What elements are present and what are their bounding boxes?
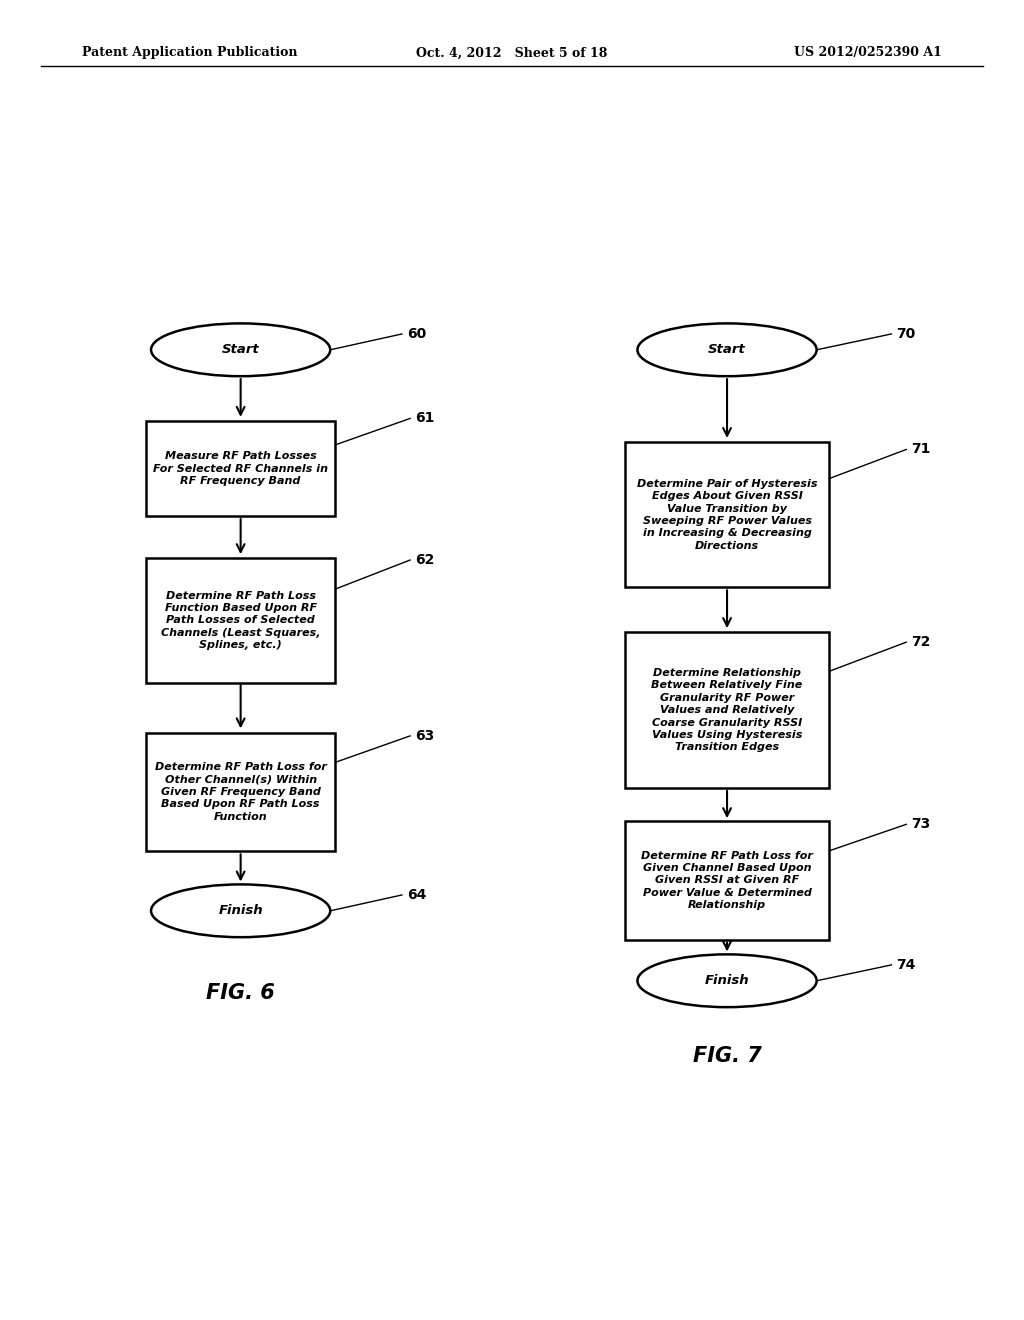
Text: Start: Start bbox=[222, 343, 259, 356]
Ellipse shape bbox=[637, 954, 817, 1007]
Text: 74: 74 bbox=[897, 958, 915, 972]
Text: Finish: Finish bbox=[218, 904, 263, 917]
Text: 70: 70 bbox=[897, 327, 915, 341]
Text: 71: 71 bbox=[911, 442, 931, 457]
FancyBboxPatch shape bbox=[625, 821, 829, 940]
Text: Finish: Finish bbox=[705, 974, 750, 987]
Text: FIG. 7: FIG. 7 bbox=[692, 1045, 762, 1067]
FancyBboxPatch shape bbox=[145, 733, 336, 851]
Text: Determine RF Path Loss for
Other Channel(s) Within
Given RF Frequency Band
Based: Determine RF Path Loss for Other Channel… bbox=[155, 762, 327, 822]
Text: FIG. 6: FIG. 6 bbox=[206, 982, 275, 1003]
Text: Determine Relationship
Between Relatively Fine
Granularity RF Power
Values and R: Determine Relationship Between Relativel… bbox=[651, 668, 803, 752]
Text: Patent Application Publication: Patent Application Publication bbox=[82, 46, 297, 59]
Text: Determine Pair of Hysteresis
Edges About Given RSSI
Value Transition by
Sweeping: Determine Pair of Hysteresis Edges About… bbox=[637, 479, 817, 550]
Ellipse shape bbox=[151, 323, 330, 376]
Text: 61: 61 bbox=[416, 412, 434, 425]
Text: Measure RF Path Losses
For Selected RF Channels in
RF Frequency Band: Measure RF Path Losses For Selected RF C… bbox=[154, 451, 328, 486]
Ellipse shape bbox=[637, 323, 817, 376]
Text: Determine RF Path Loss
Function Based Upon RF
Path Losses of Selected
Channels (: Determine RF Path Loss Function Based Up… bbox=[161, 590, 321, 651]
Text: US 2012/0252390 A1: US 2012/0252390 A1 bbox=[795, 46, 942, 59]
Text: 64: 64 bbox=[407, 888, 426, 902]
Text: 60: 60 bbox=[407, 327, 426, 341]
Text: Determine RF Path Loss for
Given Channel Based Upon
Given RSSI at Given RF
Power: Determine RF Path Loss for Given Channel… bbox=[641, 850, 813, 911]
FancyBboxPatch shape bbox=[145, 557, 336, 682]
Text: 73: 73 bbox=[911, 817, 931, 832]
FancyBboxPatch shape bbox=[625, 632, 829, 788]
Text: 62: 62 bbox=[416, 553, 434, 568]
Text: Oct. 4, 2012   Sheet 5 of 18: Oct. 4, 2012 Sheet 5 of 18 bbox=[417, 46, 607, 59]
Text: 72: 72 bbox=[911, 635, 931, 649]
FancyBboxPatch shape bbox=[625, 442, 829, 587]
FancyBboxPatch shape bbox=[145, 421, 336, 516]
Text: Start: Start bbox=[709, 343, 745, 356]
Text: 63: 63 bbox=[416, 729, 434, 743]
Ellipse shape bbox=[151, 884, 330, 937]
